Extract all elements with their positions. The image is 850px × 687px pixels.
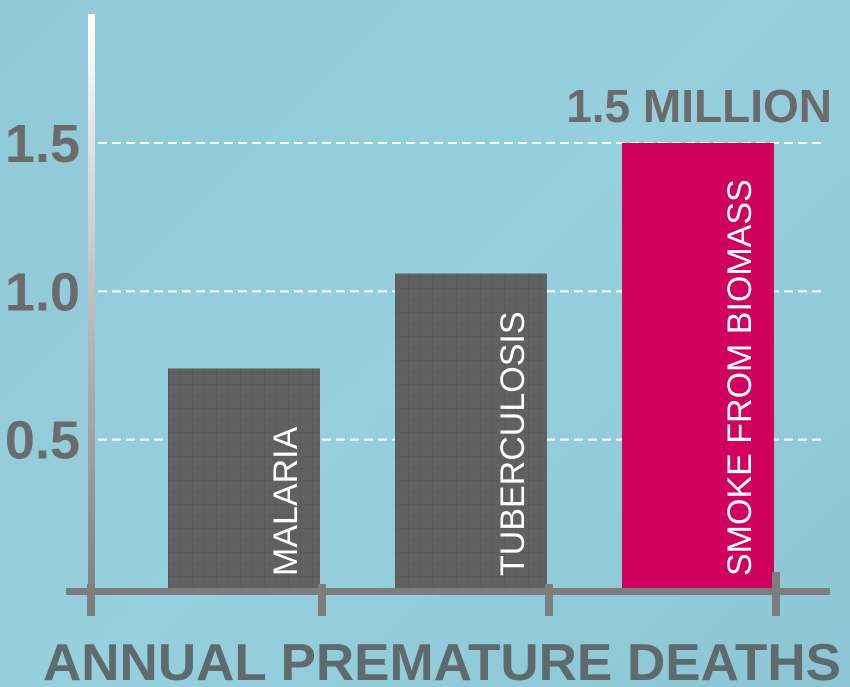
x-tick	[87, 584, 95, 616]
category-label: TUBERCULOSIS	[494, 312, 532, 577]
value-annotation: 1.5 MILLION	[566, 80, 832, 132]
x-tick	[545, 584, 553, 616]
y-axis-line	[88, 14, 95, 616]
category-label: MALARIA	[267, 426, 305, 576]
y-tick-labels: 0.5 1.0 1.5	[5, 114, 80, 471]
x-axis-title: ANNUAL PREMATURE DEATHS	[43, 634, 841, 687]
x-axis-ticks	[87, 572, 780, 616]
x-tick	[772, 572, 780, 616]
y-tick-label: 1.5	[5, 114, 80, 174]
bar-labels: MALARIA TUBERCULOSIS SMOKE FROM BIOMASS	[267, 179, 759, 576]
y-tick-label: 1.0	[5, 262, 80, 322]
bar-smoke-from-biomass	[622, 143, 774, 588]
bar-texture	[395, 273, 547, 588]
category-label: SMOKE FROM BIOMASS	[721, 179, 759, 576]
bar-texture	[168, 368, 320, 588]
bars	[168, 143, 774, 588]
x-tick	[318, 584, 326, 616]
y-tick-label: 0.5	[5, 411, 80, 471]
x-axis-line	[66, 588, 830, 595]
